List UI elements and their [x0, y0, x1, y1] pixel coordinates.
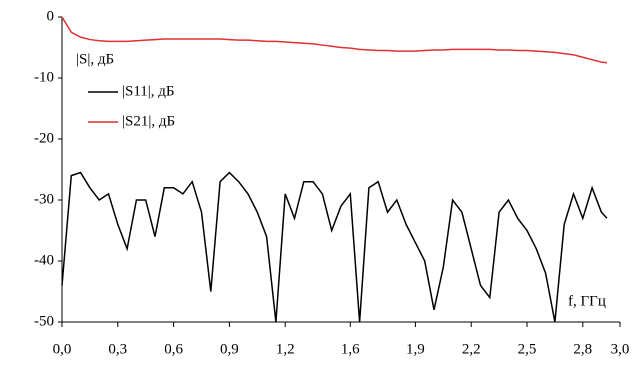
y-tick-label: -50	[34, 313, 54, 329]
series-line	[61, 171, 608, 323]
y-tick-label: -40	[34, 252, 54, 268]
y-tick-label: -30	[34, 191, 54, 207]
x-axis-label: f, ГГц	[568, 293, 606, 309]
legend-label: |S11|, дБ	[122, 83, 175, 99]
x-tick-label: 2,8	[573, 341, 592, 357]
x-tick-label: 1,9	[406, 341, 425, 357]
x-tick-label: 0,3	[108, 341, 127, 357]
x-tick-label: 1,6	[341, 341, 360, 357]
x-tick-label: 0,9	[220, 341, 239, 357]
y-tick-label: 0	[47, 8, 55, 24]
y-tick-label: -20	[34, 130, 54, 146]
x-tick-label: 2,2	[462, 341, 481, 357]
x-tick-label: 3,0	[611, 341, 630, 357]
x-tick-label: 2,5	[518, 341, 537, 357]
y-axis-label: |S|, дБ	[76, 51, 114, 67]
x-tick-label: 0,0	[53, 341, 72, 357]
x-tick-label: 0,6	[164, 341, 183, 357]
series-line	[61, 16, 608, 64]
legend-label: |S21|, дБ	[122, 113, 175, 129]
y-tick-label: -10	[34, 69, 54, 85]
x-tick-label: 1,2	[276, 341, 295, 357]
